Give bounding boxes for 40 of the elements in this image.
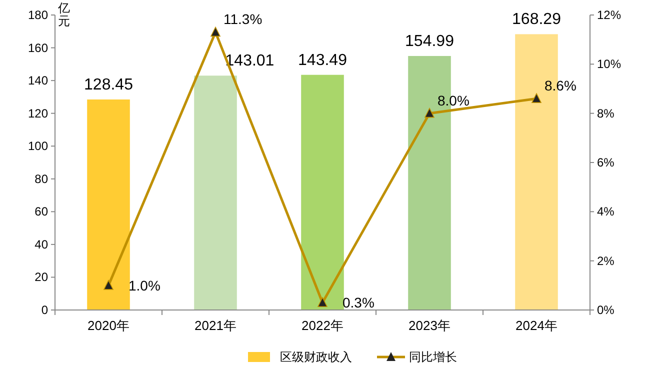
y-tick-label: 60 [34, 204, 48, 219]
data-label: 168.29 [512, 11, 562, 28]
data-label: 8.6% [544, 78, 576, 94]
point [532, 93, 542, 103]
y-tick-label: 120 [28, 106, 48, 120]
y-tick-label: 100 [28, 139, 48, 154]
point [424, 108, 434, 118]
point [104, 280, 114, 290]
y-tick-label: 80 [34, 172, 48, 186]
y2-tick-label: 12% [597, 8, 622, 22]
data-label: 8.0% [438, 92, 470, 108]
x-tick-label: 2022年 [302, 318, 344, 333]
y-tick-label: 0 [41, 303, 48, 317]
point [210, 26, 220, 37]
data-label: 11.3% [224, 11, 262, 28]
y2-tick-label: 8% [597, 106, 615, 120]
y-tick-label: 40 [34, 237, 48, 252]
y-tick-label: 140 [28, 74, 48, 88]
bar [87, 99, 130, 310]
y-axis-title: 亿元 [57, 1, 70, 28]
y2-tick-label: 0% [597, 303, 615, 317]
x-tick-label: 2020年 [88, 318, 130, 333]
data-label: 128.45 [84, 76, 134, 94]
y2-tick-label: 2% [597, 254, 615, 268]
y2-tick-label: 6% [597, 156, 615, 170]
data-label: 143.49 [298, 52, 348, 69]
y2-tick-label: 10% [597, 57, 622, 72]
data-label: 154.99 [405, 32, 454, 50]
x-tick-label: 2023年 [408, 318, 450, 333]
y-tick-label: 180 [28, 8, 48, 22]
y2-tick-label: 4% [597, 204, 615, 219]
bar [194, 76, 237, 310]
bar [301, 74, 344, 310]
legend-label: 同比增长 [409, 350, 457, 364]
y-tick-label: 160 [28, 40, 48, 55]
x-tick-label: 2024年 [516, 318, 558, 333]
y-tick-label: 20 [34, 270, 48, 284]
x-tick-label: 2021年 [194, 318, 236, 333]
point [318, 297, 328, 308]
legend-label: 区级财政收入 [280, 350, 352, 364]
